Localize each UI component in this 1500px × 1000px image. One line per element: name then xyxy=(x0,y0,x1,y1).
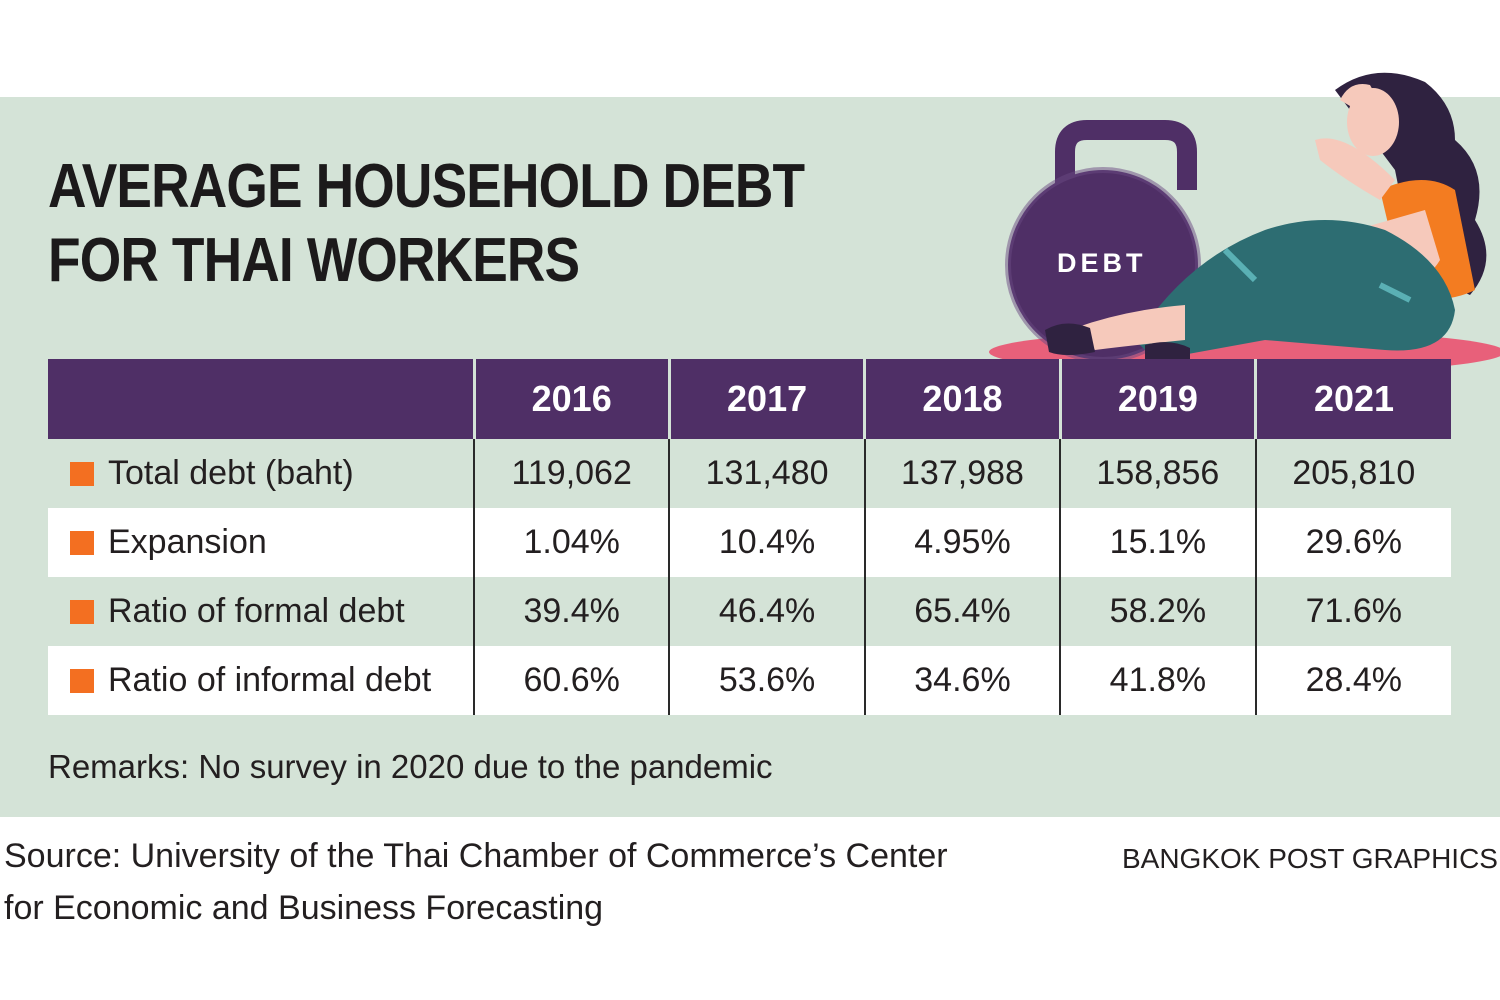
graphics-credit: BANGKOK POST GRAPHICS xyxy=(1121,843,1498,874)
table-cell: 65.4% xyxy=(863,577,1061,646)
orange-square-bullet-icon xyxy=(70,462,94,486)
table-cell: 39.4% xyxy=(472,577,670,646)
row-label: Expansion xyxy=(108,523,267,561)
source-line-1: Source: University of the Thai Chamber o… xyxy=(4,837,948,875)
page-title: AVERAGE HOUSEHOLD DEBT FOR THAI WORKERS xyxy=(48,150,805,298)
table-cell: 137,988 xyxy=(863,439,1061,508)
table-cell: 4.95% xyxy=(863,508,1061,577)
table-cell: 41.8% xyxy=(1059,646,1256,715)
table-row: Ratio of formal debt 39.4% 46.4% 65.4% 5… xyxy=(48,577,1451,646)
orange-square-bullet-icon xyxy=(70,669,94,693)
row-label-cell: Ratio of formal debt xyxy=(48,577,474,646)
table-cell: 15.1% xyxy=(1059,508,1256,577)
leg-skin xyxy=(1075,305,1185,350)
row-label-cell: Ratio of informal debt xyxy=(48,646,474,715)
orange-square-bullet-icon xyxy=(70,531,94,555)
shoe-left xyxy=(1045,323,1095,355)
table-row: Expansion 1.04% 10.4% 4.95% 15.1% 29.6% xyxy=(48,508,1451,577)
row-label: Total debt (baht) xyxy=(108,454,354,492)
column-header: 2021 xyxy=(1255,359,1451,439)
column-header: 2016 xyxy=(474,359,671,439)
header-label-cell xyxy=(48,359,476,439)
source-line-2: for Economic and Business Forecasting xyxy=(4,889,604,927)
orange-square-bullet-icon xyxy=(70,600,94,624)
row-label: Ratio of informal debt xyxy=(108,661,432,699)
table-row: Total debt (baht) 119,062 131,480 137,98… xyxy=(48,439,1451,508)
column-header: 2017 xyxy=(669,359,867,439)
resting-arm xyxy=(1315,138,1395,200)
shoe-right xyxy=(1145,342,1190,364)
kettlebell-label: DEBT xyxy=(1057,248,1147,278)
table-cell: 28.4% xyxy=(1254,646,1451,715)
table-cell: 10.4% xyxy=(668,508,865,577)
row-label: Ratio of formal debt xyxy=(108,592,405,630)
title-line-2: FOR THAI WORKERS xyxy=(48,226,580,295)
title-line-1: AVERAGE HOUSEHOLD DEBT xyxy=(48,152,805,221)
table-header-row: 2016 2017 2018 2019 2021 xyxy=(48,359,1451,439)
table-cell: 53.6% xyxy=(668,646,865,715)
table-cell: 205,810 xyxy=(1254,439,1451,508)
kettlebell-handle xyxy=(1055,120,1197,190)
debt-table: 2016 2017 2018 2019 2021 Total debt (bah… xyxy=(48,359,1451,715)
table-cell: 60.6% xyxy=(472,646,670,715)
column-header: 2018 xyxy=(864,359,1062,439)
table-cell: 119,062 xyxy=(472,439,670,508)
table-cell: 158,856 xyxy=(1059,439,1256,508)
table-cell: 71.6% xyxy=(1254,577,1451,646)
table-cell: 58.2% xyxy=(1059,577,1256,646)
column-header: 2019 xyxy=(1060,359,1258,439)
table-cell: 1.04% xyxy=(472,508,670,577)
table-row: Ratio of informal debt 60.6% 53.6% 34.6%… xyxy=(48,646,1451,715)
table-cell: 34.6% xyxy=(863,646,1061,715)
hand-on-head xyxy=(1340,84,1374,115)
pants-shape xyxy=(1135,220,1455,360)
woman-with-debt-weight-illustration: DEBT xyxy=(989,72,1500,374)
table-cell: 29.6% xyxy=(1254,508,1451,577)
source-note: Source: University of the Thai Chamber o… xyxy=(4,830,1004,934)
table-cell: 46.4% xyxy=(668,577,865,646)
table-cell: 131,480 xyxy=(668,439,865,508)
row-label-cell: Expansion xyxy=(48,508,474,577)
row-label-cell: Total debt (baht) xyxy=(48,439,474,508)
remarks-note: Remarks: No survey in 2020 due to the pa… xyxy=(48,748,773,785)
